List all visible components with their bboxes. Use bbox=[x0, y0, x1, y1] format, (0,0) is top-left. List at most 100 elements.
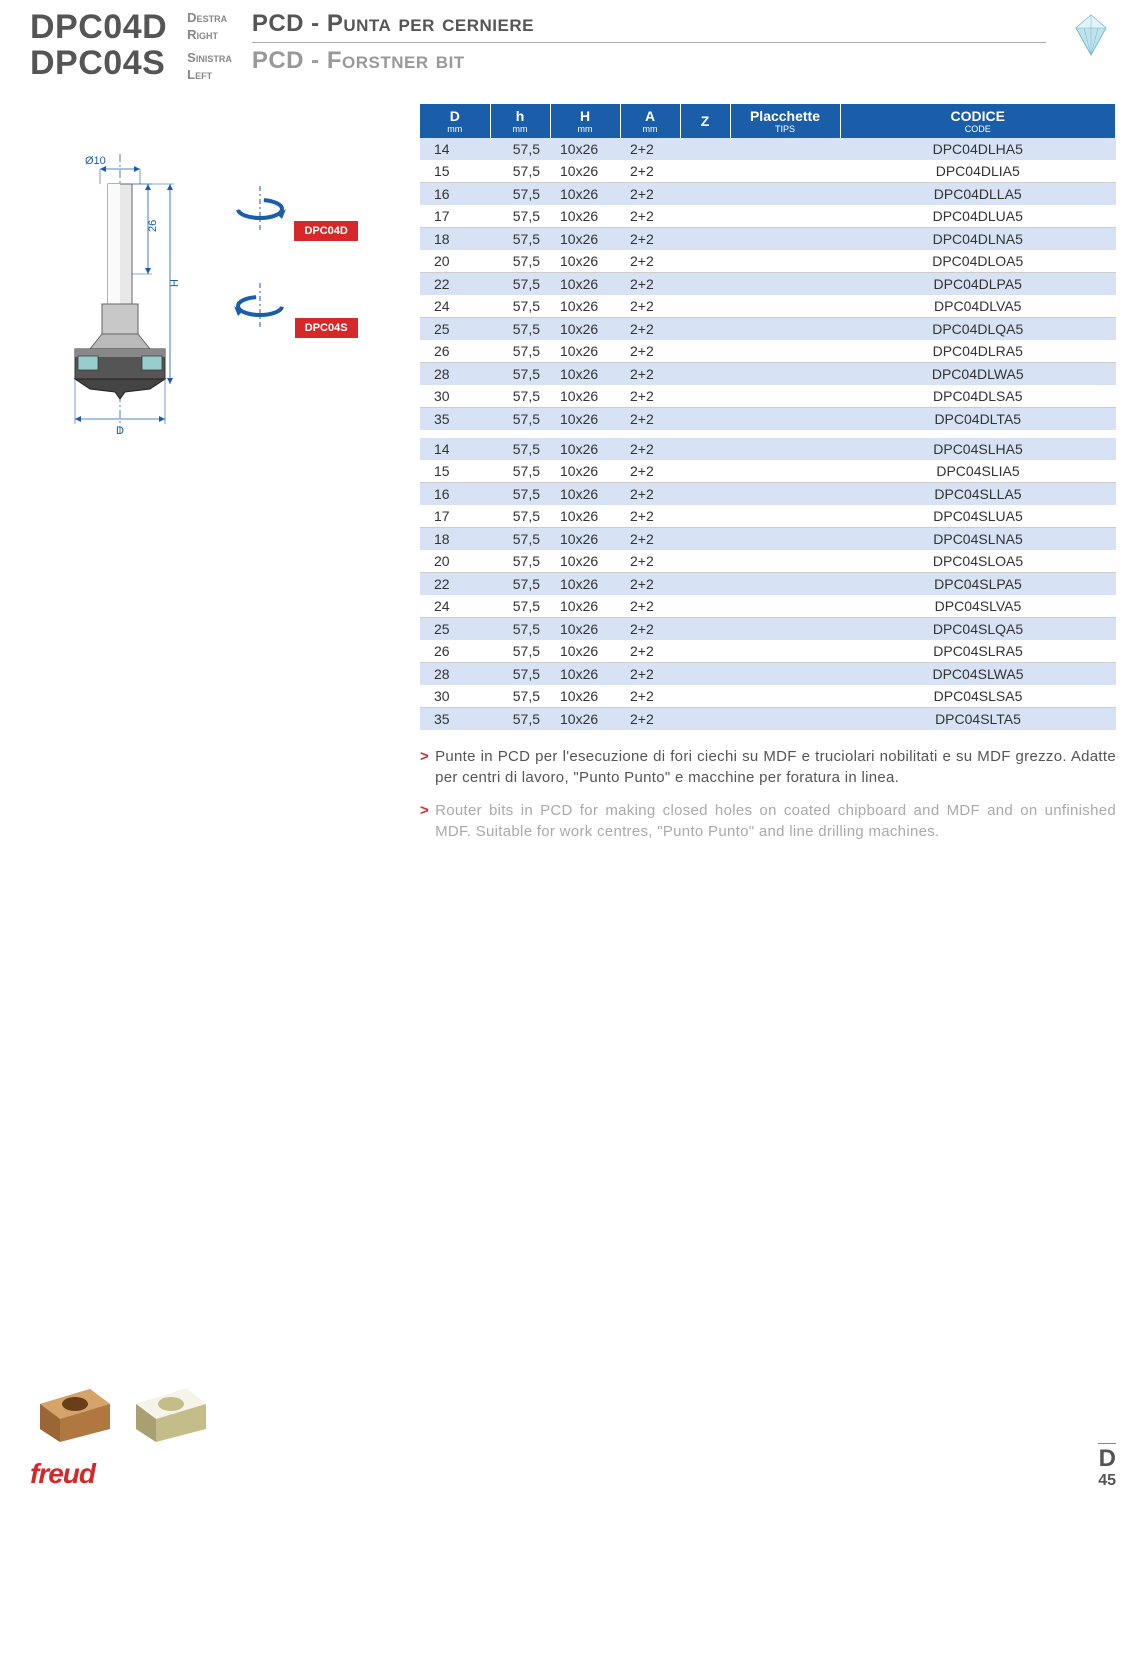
product-code-s: DPC04S bbox=[30, 46, 167, 82]
cell-A: 2+2 bbox=[620, 407, 680, 430]
cell-H: 10x26 bbox=[550, 707, 620, 730]
cell-tips bbox=[730, 550, 840, 573]
th-D-sub: mm bbox=[426, 124, 484, 134]
cell-D: 24 bbox=[420, 595, 490, 618]
cell-A: 2+2 bbox=[620, 182, 680, 205]
cell-D: 22 bbox=[420, 572, 490, 595]
cell-H: 10x26 bbox=[550, 640, 620, 663]
white-board-swatch-icon bbox=[126, 1374, 216, 1444]
left-column: Ø10 26 H bbox=[30, 104, 400, 854]
dir-left: Left bbox=[187, 67, 232, 84]
cell-A: 2+2 bbox=[620, 572, 680, 595]
page-header: DPC04D DPC04S Destra Right Sinistra Left… bbox=[30, 10, 1116, 84]
cell-H: 10x26 bbox=[550, 138, 620, 160]
cell-tips bbox=[730, 595, 840, 618]
table-header: Dmm hmm Hmm Amm Z PlacchetteTIPS CODICEC… bbox=[420, 104, 1116, 138]
cell-D: 35 bbox=[420, 407, 490, 430]
cell-A: 2+2 bbox=[620, 340, 680, 363]
cell-Z bbox=[680, 572, 730, 595]
th-H: H bbox=[580, 108, 590, 124]
cell-A: 2+2 bbox=[620, 482, 680, 505]
table-row: 1857,510x262+2DPC04DLNA5 bbox=[420, 227, 1116, 250]
cell-A: 2+2 bbox=[620, 138, 680, 160]
cell-h: 57,5 bbox=[490, 160, 550, 183]
cell-Z bbox=[680, 595, 730, 618]
cell-H: 10x26 bbox=[550, 385, 620, 408]
cell-D: 25 bbox=[420, 317, 490, 340]
cell-code: DPC04DLNA5 bbox=[840, 227, 1116, 250]
cell-H: 10x26 bbox=[550, 272, 620, 295]
table-row: 2057,510x262+2DPC04SLOA5 bbox=[420, 550, 1116, 573]
cell-Z bbox=[680, 138, 730, 160]
table-row: 3557,510x262+2DPC04DLTA5 bbox=[420, 407, 1116, 430]
cell-H: 10x26 bbox=[550, 527, 620, 550]
cell-D: 26 bbox=[420, 340, 490, 363]
brand-logo: freud bbox=[30, 1458, 216, 1490]
cell-code: DPC04DLWA5 bbox=[840, 362, 1116, 385]
cell-tips bbox=[730, 295, 840, 318]
cell-h: 57,5 bbox=[490, 250, 550, 273]
cell-A: 2+2 bbox=[620, 707, 680, 730]
cell-tips bbox=[730, 460, 840, 483]
dim-height: H bbox=[169, 279, 181, 287]
cell-D: 16 bbox=[420, 182, 490, 205]
cell-code: DPC04SLIA5 bbox=[840, 460, 1116, 483]
cell-H: 10x26 bbox=[550, 205, 620, 228]
cell-Z bbox=[680, 550, 730, 573]
page-footer: freud D 45 bbox=[30, 1374, 1116, 1490]
technical-diagram: Ø10 26 H bbox=[30, 144, 400, 444]
cell-Z bbox=[680, 160, 730, 183]
cell-Z bbox=[680, 227, 730, 250]
cell-H: 10x26 bbox=[550, 340, 620, 363]
cell-h: 57,5 bbox=[490, 460, 550, 483]
cell-H: 10x26 bbox=[550, 550, 620, 573]
cell-h: 57,5 bbox=[490, 205, 550, 228]
table-body-group2: 1457,510x262+2DPC04SLHA51557,510x262+2DP… bbox=[420, 438, 1116, 730]
diamond-pcd-icon bbox=[1066, 10, 1116, 60]
cell-Z bbox=[680, 707, 730, 730]
rotation-label-d: DPC04D bbox=[294, 221, 357, 241]
cell-code: DPC04SLTA5 bbox=[840, 707, 1116, 730]
cell-A: 2+2 bbox=[620, 662, 680, 685]
table-row: 2557,510x262+2DPC04DLQA5 bbox=[420, 317, 1116, 340]
table-row: 2057,510x262+2DPC04DLOA5 bbox=[420, 250, 1116, 273]
cell-Z bbox=[680, 362, 730, 385]
table-row: 2657,510x262+2DPC04SLRA5 bbox=[420, 640, 1116, 663]
description-italian: > Punte in PCD per l'esecuzione di fori … bbox=[420, 746, 1116, 788]
table-row: 3557,510x262+2DPC04SLTA5 bbox=[420, 707, 1116, 730]
cell-Z bbox=[680, 640, 730, 663]
cell-H: 10x26 bbox=[550, 407, 620, 430]
cell-h: 57,5 bbox=[490, 595, 550, 618]
cell-Z bbox=[680, 438, 730, 460]
cell-D: 15 bbox=[420, 460, 490, 483]
descriptions: > Punte in PCD per l'esecuzione di fori … bbox=[420, 746, 1116, 842]
cell-tips bbox=[730, 407, 840, 430]
bit-drawing: Ø10 26 H bbox=[30, 144, 210, 444]
cell-A: 2+2 bbox=[620, 250, 680, 273]
table-row: 2457,510x262+2DPC04DLVA5 bbox=[420, 295, 1116, 318]
cell-H: 10x26 bbox=[550, 482, 620, 505]
cell-h: 57,5 bbox=[490, 707, 550, 730]
cell-H: 10x26 bbox=[550, 250, 620, 273]
cell-tips bbox=[730, 385, 840, 408]
page-number-value: 45 bbox=[1098, 1472, 1116, 1489]
titles: PCD - Punta per cerniere PCD - Forstner … bbox=[252, 10, 1046, 75]
cell-code: DPC04SLWA5 bbox=[840, 662, 1116, 685]
cell-A: 2+2 bbox=[620, 505, 680, 528]
material-swatches bbox=[30, 1374, 216, 1444]
cell-tips bbox=[730, 182, 840, 205]
cell-D: 18 bbox=[420, 227, 490, 250]
th-h-sub: mm bbox=[497, 124, 544, 134]
dir-sinistra: Sinistra bbox=[187, 50, 232, 67]
cell-A: 2+2 bbox=[620, 295, 680, 318]
cell-code: DPC04SLUA5 bbox=[840, 505, 1116, 528]
cell-D: 20 bbox=[420, 550, 490, 573]
cell-Z bbox=[680, 460, 730, 483]
rotation-label-s: DPC04S bbox=[295, 318, 358, 338]
desc-it-text: Punte in PCD per l'esecuzione di fori ci… bbox=[435, 746, 1116, 788]
cell-code: DPC04DLLA5 bbox=[840, 182, 1116, 205]
cell-h: 57,5 bbox=[490, 362, 550, 385]
cell-code: DPC04DLSA5 bbox=[840, 385, 1116, 408]
right-column: Dmm hmm Hmm Amm Z PlacchetteTIPS CODICEC… bbox=[420, 104, 1116, 854]
cell-code: DPC04DLIA5 bbox=[840, 160, 1116, 183]
